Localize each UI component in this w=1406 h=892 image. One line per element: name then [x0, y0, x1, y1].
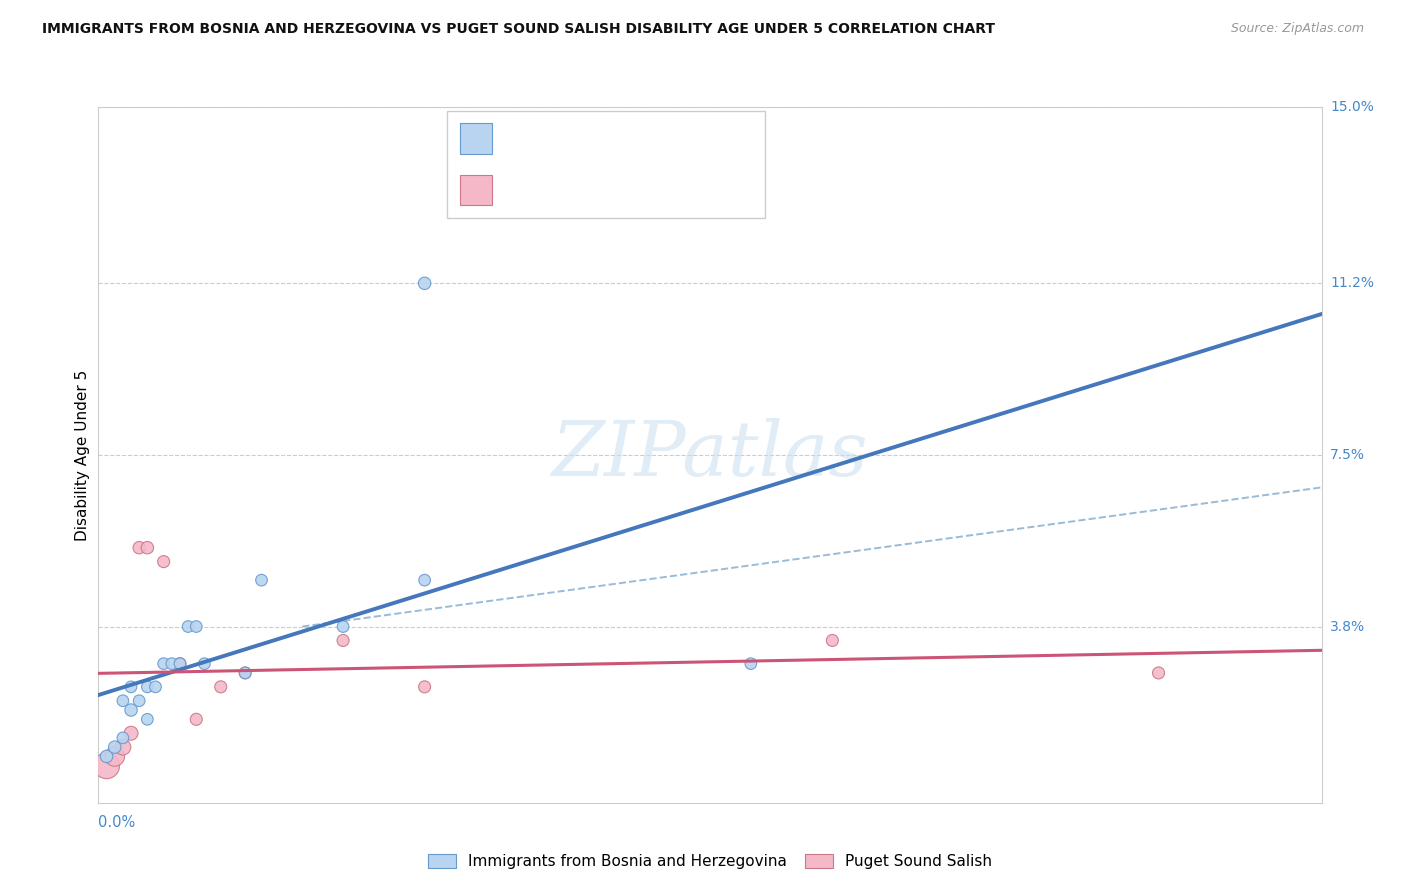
Point — [413, 680, 436, 694]
Point — [413, 573, 436, 587]
Point — [128, 541, 150, 555]
Text: 3.8%: 3.8% — [1330, 620, 1365, 633]
Point — [111, 731, 134, 745]
Point — [128, 694, 150, 708]
Point — [233, 665, 256, 680]
Y-axis label: Disability Age Under 5: Disability Age Under 5 — [75, 369, 90, 541]
Point — [332, 619, 354, 633]
Text: 15.0%: 15.0% — [1330, 100, 1374, 114]
Point — [177, 619, 200, 633]
Point — [413, 277, 436, 291]
Point — [152, 555, 174, 569]
Text: 7.5%: 7.5% — [1330, 448, 1365, 462]
Text: ZIPatlas: ZIPatlas — [551, 418, 869, 491]
Point — [193, 657, 215, 671]
Point — [152, 657, 174, 671]
Point — [120, 703, 142, 717]
Point — [821, 633, 844, 648]
Point — [96, 758, 118, 772]
Point — [160, 657, 183, 671]
Point — [740, 657, 762, 671]
Point — [169, 657, 191, 671]
Point — [120, 680, 142, 694]
Point — [169, 657, 191, 671]
Point — [120, 726, 142, 740]
Point — [186, 619, 208, 633]
Point — [1147, 665, 1170, 680]
Point — [186, 712, 208, 726]
Legend: Immigrants from Bosnia and Herzegovina, Puget Sound Salish: Immigrants from Bosnia and Herzegovina, … — [422, 848, 998, 875]
Point — [104, 740, 127, 755]
Text: Source: ZipAtlas.com: Source: ZipAtlas.com — [1230, 22, 1364, 36]
Point — [111, 694, 134, 708]
Point — [104, 749, 127, 764]
Point — [136, 712, 159, 726]
Point — [145, 680, 167, 694]
Point — [111, 740, 134, 755]
Text: 11.2%: 11.2% — [1330, 277, 1374, 290]
Text: 0.0%: 0.0% — [98, 815, 135, 830]
Point — [136, 541, 159, 555]
Point — [209, 680, 232, 694]
Text: IMMIGRANTS FROM BOSNIA AND HERZEGOVINA VS PUGET SOUND SALISH DISABILITY AGE UNDE: IMMIGRANTS FROM BOSNIA AND HERZEGOVINA V… — [42, 22, 995, 37]
Point — [332, 633, 354, 648]
Point — [250, 573, 273, 587]
Point — [233, 665, 256, 680]
Point — [136, 680, 159, 694]
Point — [96, 749, 118, 764]
